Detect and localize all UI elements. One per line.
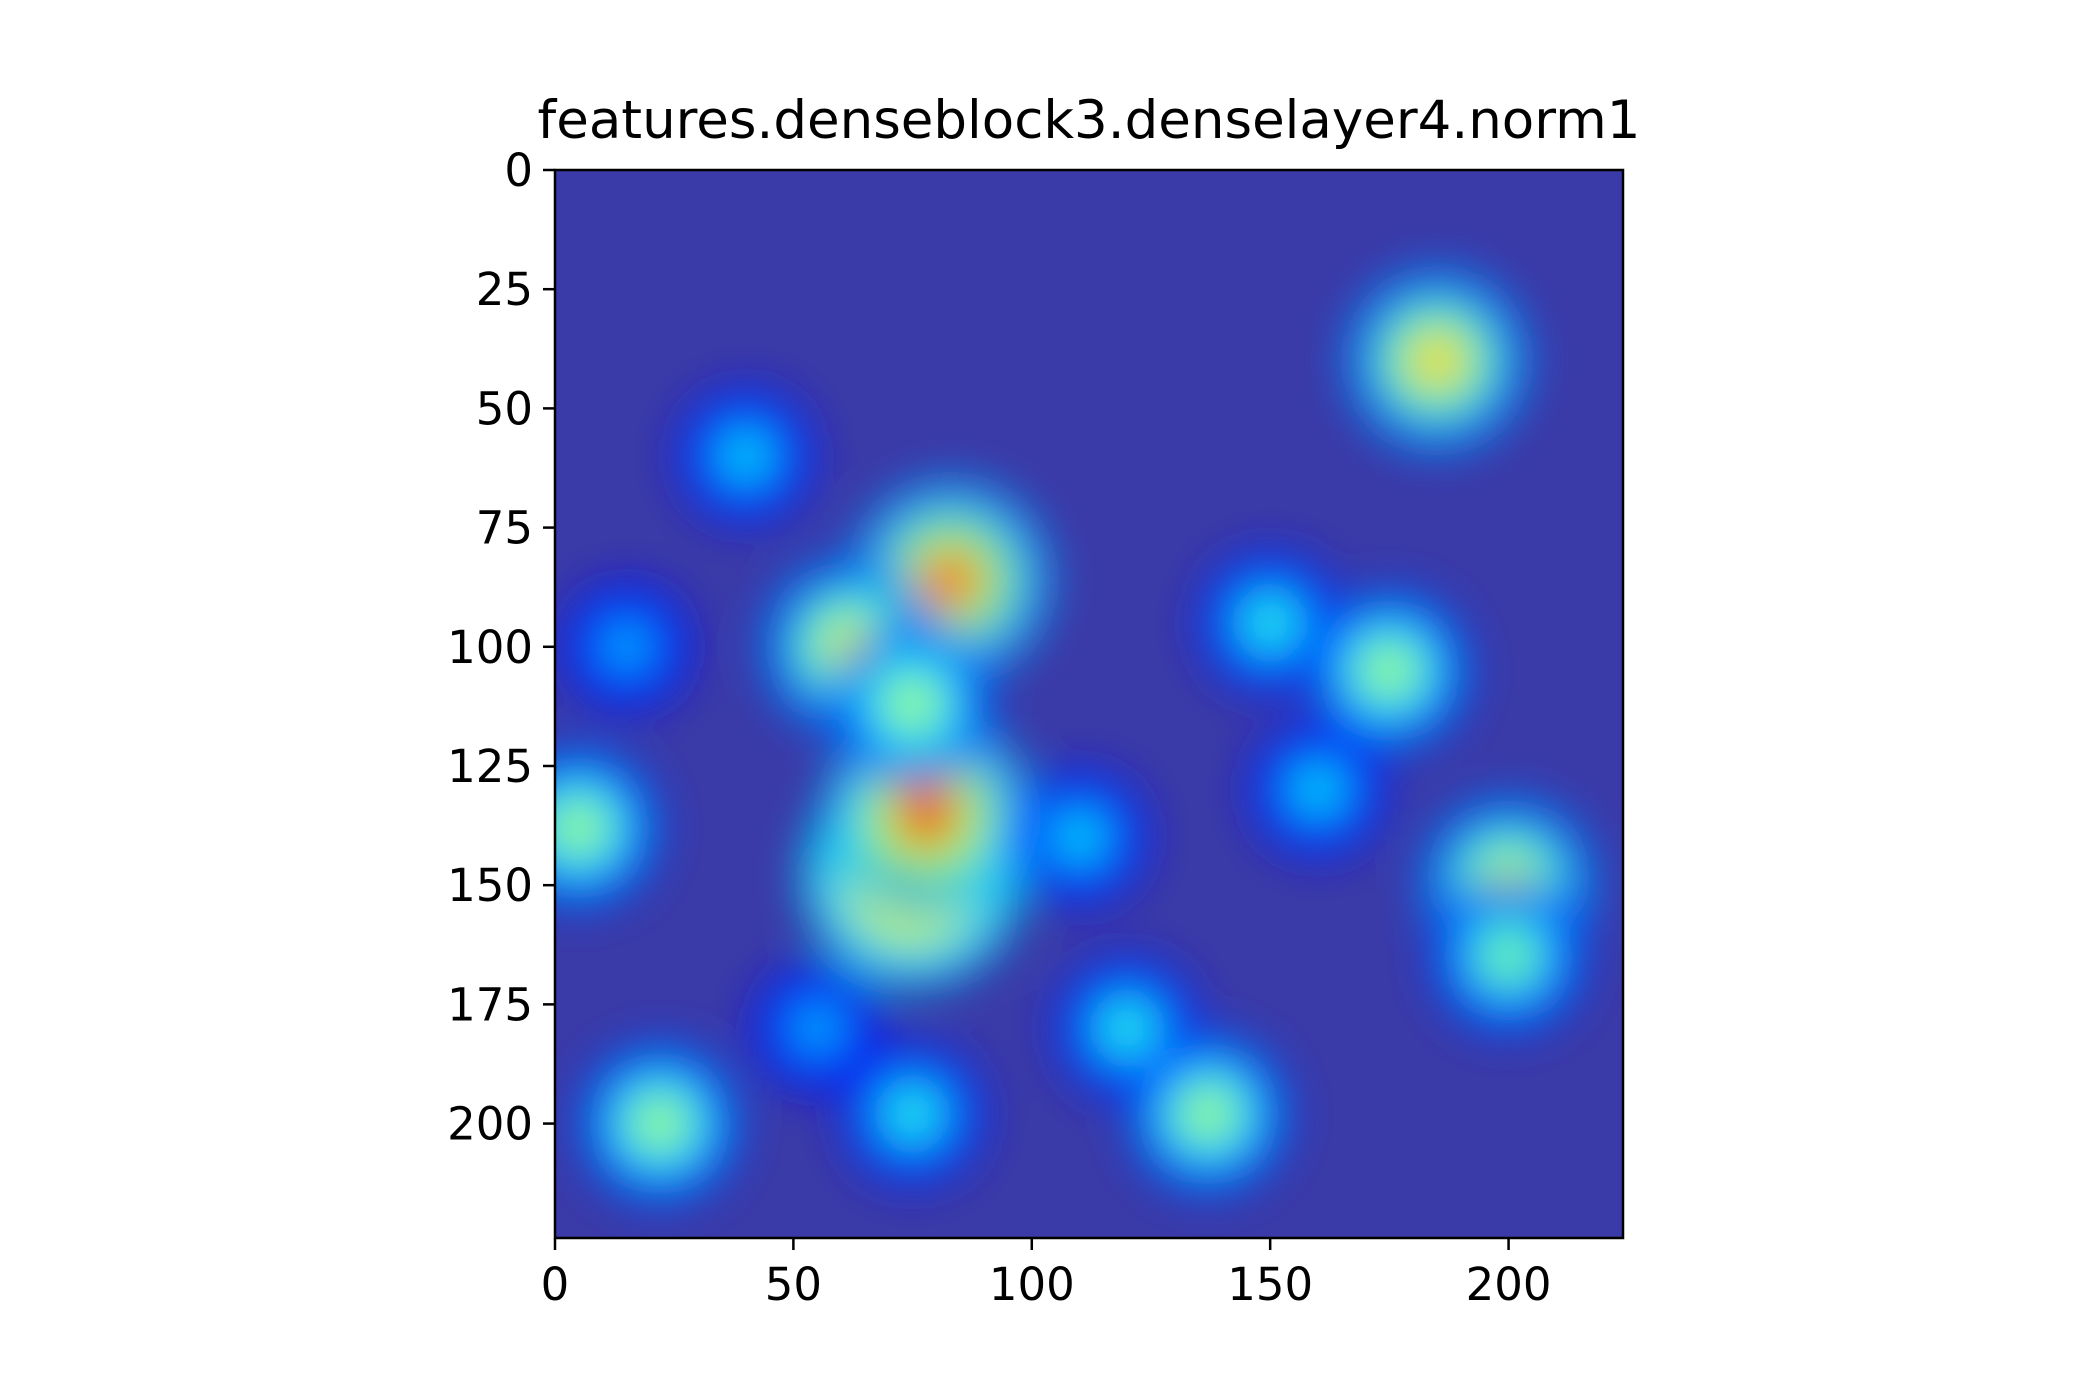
y-tick-label: 25 — [476, 263, 533, 316]
heat-spot-18-3 — [807, 1018, 827, 1038]
x-tick-label: 150 — [1227, 1258, 1313, 1311]
heat-spot-14-3 — [1259, 612, 1281, 634]
y-tick-label: 100 — [447, 621, 533, 674]
heat-spot-10-3 — [647, 1111, 673, 1136]
heat-spot-19-3 — [901, 1103, 924, 1125]
heat-spot-4-3 — [900, 691, 925, 717]
x-tick-label: 100 — [989, 1258, 1075, 1311]
heat-spot-8-3 — [1496, 944, 1521, 969]
x-tick-label: 0 — [541, 1258, 570, 1311]
heat-spot-11-3 — [1195, 1101, 1221, 1127]
heat-spot-1-3 — [911, 798, 943, 830]
heat-spot-15-3 — [1307, 779, 1329, 801]
y-tick-label: 200 — [447, 1098, 533, 1151]
y-axis: 0 25 50 75 100 125 150 175 200 — [447, 144, 555, 1151]
x-axis: 0 50 100 150 200 — [541, 1238, 1552, 1311]
y-tick-label: 125 — [447, 740, 533, 793]
y-tick-label: 150 — [447, 859, 533, 912]
plot-frame — [553, 168, 1625, 1240]
x-tick-label: 50 — [765, 1258, 822, 1311]
heat-spot-9-3 — [566, 815, 592, 841]
chart-title: features.denseblock3.denselayer4.norm1 — [538, 90, 1641, 151]
heat-spot-13-3 — [1069, 827, 1090, 848]
heat-spot-12-3 — [1116, 1017, 1138, 1039]
x-tick-label: 200 — [1466, 1258, 1552, 1311]
y-tick-label: 0 — [504, 144, 533, 197]
heat-spot-17-3 — [616, 637, 637, 657]
y-tick-label: 175 — [447, 978, 533, 1031]
heat-spot-5-3 — [1423, 346, 1451, 375]
heat-spot-16-3 — [735, 445, 756, 467]
heat-spot-6-3 — [1377, 658, 1402, 683]
y-tick-label: 50 — [476, 382, 533, 435]
plot-area — [555, 170, 1623, 1238]
heat-spot-2-3 — [935, 565, 966, 595]
y-tick-label: 75 — [476, 502, 533, 555]
heatmap-layer — [555, 268, 1598, 1206]
